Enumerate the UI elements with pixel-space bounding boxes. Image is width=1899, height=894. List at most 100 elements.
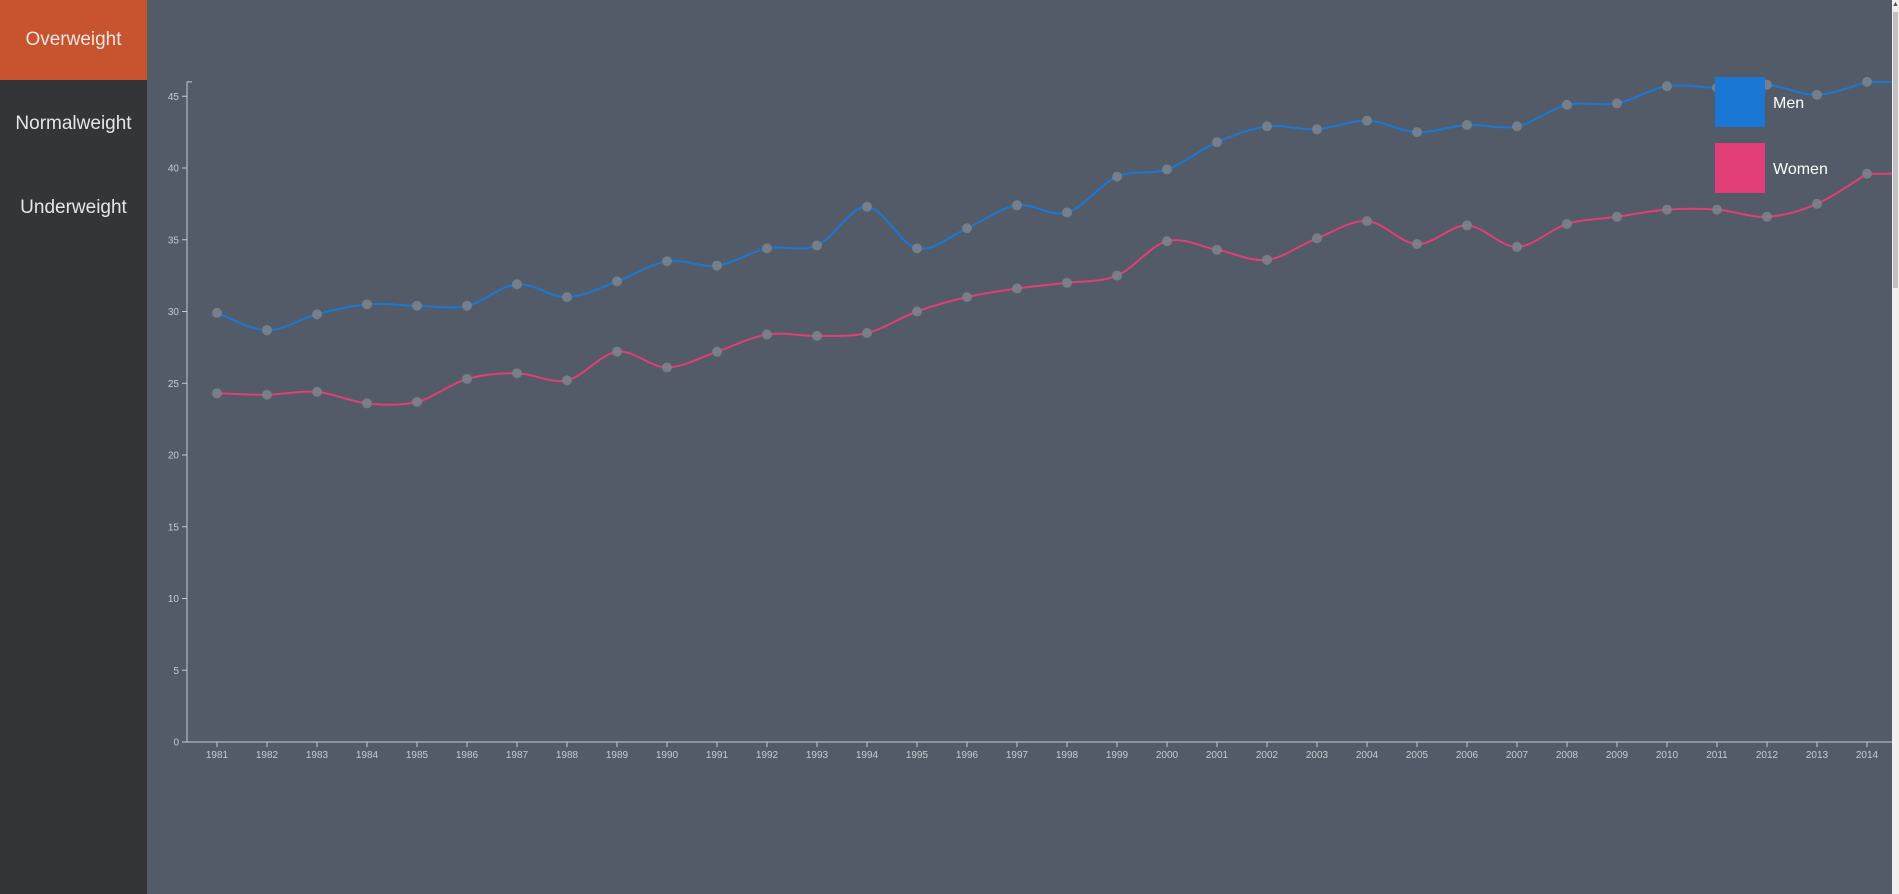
- x-tick-label: 2013: [1806, 750, 1829, 761]
- x-tick-label: 1999: [1106, 750, 1129, 761]
- data-point-men: [1512, 121, 1522, 132]
- data-point-women: [1362, 216, 1372, 227]
- data-point-women: [1612, 211, 1622, 222]
- nav-underweight[interactable]: Underweight: [20, 197, 127, 218]
- data-point-women: [362, 398, 372, 409]
- data-point-women: [962, 292, 972, 303]
- data-point-men: [1812, 89, 1822, 100]
- x-tick-label: 2001: [1206, 750, 1229, 761]
- y-tick-label: 20: [168, 451, 180, 462]
- data-point-women: [512, 368, 522, 379]
- data-point-women: [1762, 211, 1772, 222]
- data-point-men: [462, 300, 472, 311]
- data-point-women: [562, 375, 572, 386]
- data-point-men: [1212, 137, 1222, 148]
- y-tick-label: 15: [168, 522, 180, 533]
- data-point-men: [962, 223, 972, 234]
- data-point-men: [212, 307, 222, 318]
- data-point-women: [1662, 204, 1672, 215]
- data-point-men: [1062, 207, 1072, 218]
- data-point-men: [912, 243, 922, 254]
- data-point-men: [1312, 124, 1322, 135]
- data-point-women: [1162, 236, 1172, 247]
- data-point-men: [662, 256, 672, 267]
- data-point-women: [212, 388, 222, 399]
- data-point-women: [862, 328, 872, 339]
- data-point-men: [1012, 200, 1022, 211]
- x-tick-label: 1990: [656, 750, 679, 761]
- x-tick-label: 1992: [756, 750, 779, 761]
- data-point-women: [1712, 204, 1722, 215]
- data-point-women: [762, 329, 772, 340]
- data-point-women: [1112, 270, 1122, 281]
- data-point-men: [1412, 127, 1422, 138]
- x-tick-label: 1993: [806, 750, 829, 761]
- nav-normalweight[interactable]: Normalweight: [15, 113, 132, 134]
- y-tick-label: 35: [168, 235, 180, 246]
- data-point-men: [612, 276, 622, 287]
- data-point-women: [712, 346, 722, 357]
- x-tick-label: 2012: [1756, 750, 1779, 761]
- data-point-women: [1262, 254, 1272, 265]
- data-point-women: [1412, 239, 1422, 250]
- x-tick-label: 1986: [456, 750, 479, 761]
- data-point-men: [862, 201, 872, 212]
- nav-overweight[interactable]: Overweight: [0, 0, 147, 80]
- y-tick-label: 10: [168, 594, 180, 605]
- data-point-men: [712, 260, 722, 271]
- data-point-men: [1362, 115, 1372, 126]
- data-point-men: [1662, 81, 1672, 92]
- x-tick-label: 2011: [1706, 750, 1728, 761]
- data-point-men: [812, 240, 822, 251]
- data-point-women: [1312, 233, 1322, 244]
- x-tick-label: 1984: [356, 750, 379, 761]
- y-tick-label: 45: [168, 92, 180, 103]
- y-tick-label: 0: [173, 738, 179, 749]
- x-tick-label: 1991: [706, 750, 729, 761]
- data-point-men: [362, 299, 372, 310]
- data-point-men: [762, 243, 772, 254]
- x-tick-label: 2007: [1506, 750, 1529, 761]
- data-point-women: [662, 362, 672, 373]
- x-tick-label: 1985: [406, 750, 429, 761]
- data-point-women: [1862, 168, 1872, 179]
- x-tick-label: 2004: [1356, 750, 1379, 761]
- x-tick-label: 2005: [1406, 750, 1429, 761]
- x-tick-label: 1983: [306, 750, 329, 761]
- series-line-women: [216, 172, 1897, 406]
- x-tick-label: 1988: [556, 750, 579, 761]
- scrollbar-thumb[interactable]: [1893, 12, 1898, 288]
- x-tick-label: 2010: [1656, 750, 1679, 761]
- chart-area: 0 5 10 15 20 25 30 35 40 45 1981 1982 1983 1984 1985 19…: [147, 0, 1899, 894]
- x-tick-label: 1989: [606, 750, 629, 761]
- x-tick-label: 2000: [1156, 750, 1179, 761]
- data-point-women: [612, 346, 622, 357]
- y-tick-label: 40: [168, 164, 180, 175]
- data-point-women: [412, 396, 422, 407]
- data-point-women: [312, 386, 322, 397]
- data-point-women: [1512, 241, 1522, 252]
- data-point-men: [1862, 76, 1872, 87]
- data-point-men: [1612, 98, 1622, 109]
- x-tick-label: 1998: [1056, 750, 1079, 761]
- data-point-women: [1212, 244, 1222, 255]
- x-tick-label: 2002: [1256, 750, 1279, 761]
- y-tick-label: 30: [168, 307, 180, 318]
- sidebar: Overweight Normalweight Underweight: [0, 0, 147, 894]
- y-tick-label: 25: [168, 379, 180, 390]
- x-tick-label: 1997: [1006, 750, 1029, 761]
- data-point-men: [312, 309, 322, 320]
- data-point-men: [1162, 164, 1172, 175]
- data-point-men: [262, 325, 272, 336]
- data-point-men: [512, 279, 522, 290]
- x-tick-label: 1981: [206, 750, 229, 761]
- vertical-scrollbar[interactable]: ▲: [1892, 0, 1899, 894]
- x-tick-label: 1995: [906, 750, 929, 761]
- data-point-women: [812, 330, 822, 341]
- data-point-women: [1562, 218, 1572, 229]
- x-tick-label: 1987: [506, 750, 529, 761]
- line-chart: 0 5 10 15 20 25 30 35 40 45 1981 1982 1983 1984 1985 19…: [168, 76, 1899, 761]
- scroll-up-arrow-icon[interactable]: ▲: [1892, 1, 1899, 8]
- data-point-women: [1062, 277, 1072, 288]
- x-tick-label: 2008: [1556, 750, 1579, 761]
